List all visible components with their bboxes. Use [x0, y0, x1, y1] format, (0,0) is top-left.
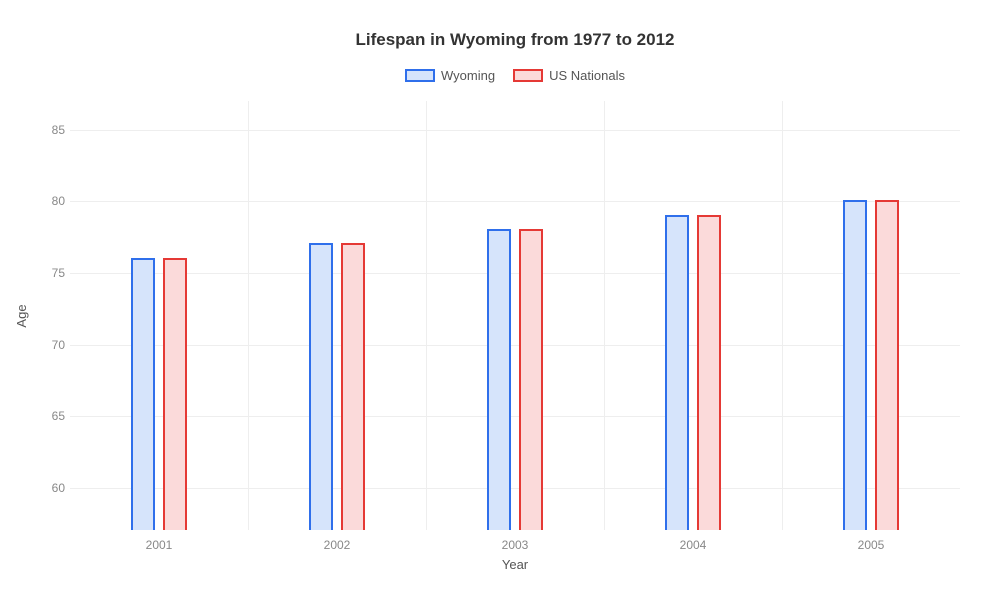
- legend-swatch-us-nationals: [513, 69, 543, 82]
- legend-item-us-nationals[interactable]: US Nationals: [513, 68, 625, 83]
- y-tick-label: 80: [20, 194, 65, 208]
- y-tick-label: 60: [20, 481, 65, 495]
- legend: Wyoming US Nationals: [70, 68, 960, 83]
- x-tick-label: 2002: [324, 538, 351, 552]
- x-tick-label: 2004: [680, 538, 707, 552]
- x-ticks-layer: 20012002200320042005: [70, 101, 960, 530]
- x-tick-label: 2001: [146, 538, 173, 552]
- x-axis-title: Year: [502, 557, 528, 572]
- y-tick-label: 65: [20, 409, 65, 423]
- legend-item-wyoming[interactable]: Wyoming: [405, 68, 495, 83]
- x-tick-label: 2005: [858, 538, 885, 552]
- y-axis: 60 65 70 75 80 85: [20, 101, 65, 530]
- y-tick-label: 75: [20, 266, 65, 280]
- legend-label: Wyoming: [441, 68, 495, 83]
- legend-label: US Nationals: [549, 68, 625, 83]
- x-tick-label: 2003: [502, 538, 529, 552]
- y-tick-label: 85: [20, 123, 65, 137]
- chart-container: Lifespan in Wyoming from 1977 to 2012 Wy…: [0, 0, 1000, 600]
- chart-title: Lifespan in Wyoming from 1977 to 2012: [70, 30, 960, 50]
- y-tick-label: 70: [20, 338, 65, 352]
- plot-area: Age Year 606570758085 200120022003200420…: [70, 101, 960, 531]
- legend-swatch-wyoming: [405, 69, 435, 82]
